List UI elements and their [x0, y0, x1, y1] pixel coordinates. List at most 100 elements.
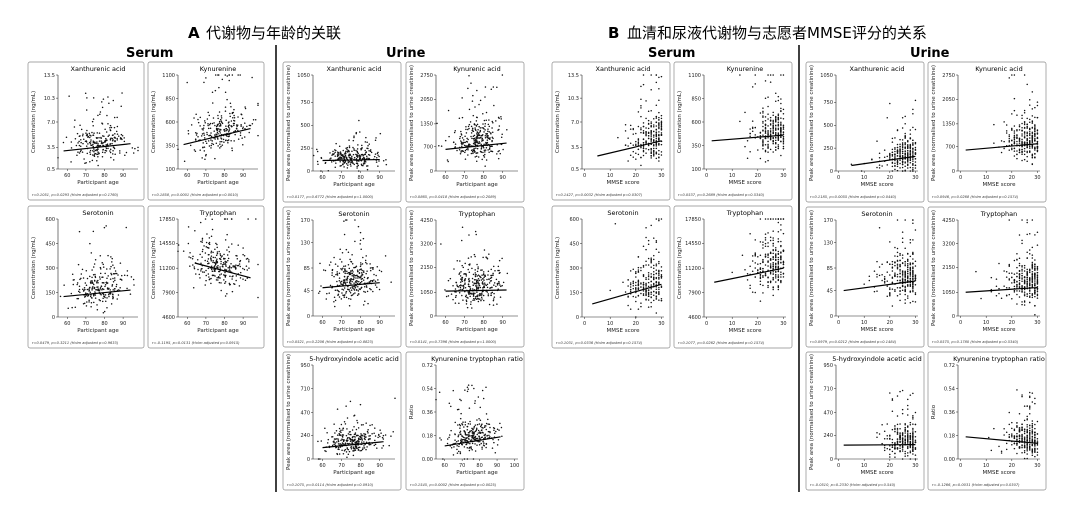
data-point — [647, 272, 650, 274]
data-point — [341, 288, 343, 290]
data-point — [497, 269, 499, 272]
x-axis-label: MMSE score — [729, 180, 763, 186]
data-point — [780, 121, 782, 123]
data-point — [653, 140, 655, 142]
y-tick-label: 1100 — [688, 73, 701, 79]
data-point — [353, 282, 355, 284]
data-point — [57, 156, 59, 159]
data-point — [363, 271, 365, 273]
data-point — [334, 289, 337, 292]
data-point — [876, 166, 878, 169]
data-point — [650, 262, 652, 264]
data-point — [354, 274, 356, 277]
data-point — [754, 239, 756, 241]
data-point — [476, 287, 478, 289]
data-point — [317, 440, 319, 443]
data-point — [345, 296, 348, 299]
data-point — [751, 255, 754, 257]
data-point — [83, 286, 86, 289]
data-point — [208, 114, 211, 117]
data-point — [899, 155, 901, 158]
x-tick-label: 20 — [755, 321, 761, 327]
data-point — [363, 447, 366, 449]
data-point — [473, 253, 476, 256]
data-point — [350, 156, 352, 159]
data-point — [904, 153, 906, 155]
data-point — [777, 138, 780, 140]
data-point — [369, 443, 372, 446]
data-point — [346, 148, 348, 151]
data-point — [479, 142, 481, 144]
data-point — [487, 430, 490, 433]
data-point — [650, 291, 652, 294]
data-point — [642, 145, 645, 148]
y-tick-label: 240 — [300, 433, 310, 439]
data-point — [486, 141, 489, 144]
data-point — [889, 274, 891, 276]
data-point — [240, 113, 243, 116]
data-point — [500, 118, 502, 120]
data-point — [359, 446, 361, 448]
data-point — [653, 254, 655, 257]
data-point — [471, 432, 473, 434]
data-point — [1026, 160, 1028, 162]
data-point — [126, 287, 128, 290]
data-point — [345, 157, 348, 160]
data-point — [187, 129, 190, 132]
data-point — [754, 262, 756, 264]
data-point — [493, 282, 496, 284]
data-point — [244, 107, 247, 110]
data-point — [105, 150, 108, 152]
data-point — [772, 111, 774, 114]
x-tick-label: 10 — [607, 321, 613, 327]
y-tick-label: 45 — [304, 288, 310, 294]
data-point — [490, 88, 493, 91]
data-point — [762, 115, 764, 117]
data-point — [366, 147, 368, 149]
data-point — [894, 153, 896, 156]
data-point — [341, 292, 343, 294]
data-point — [483, 279, 485, 281]
data-point — [352, 287, 354, 289]
data-point — [772, 119, 774, 122]
x-tick-label: 80 — [101, 321, 107, 327]
data-point — [762, 284, 764, 287]
data-point — [333, 153, 335, 155]
data-point — [220, 120, 222, 122]
data-point — [660, 286, 663, 289]
data-point — [214, 265, 216, 267]
data-point — [891, 148, 894, 151]
data-point — [775, 265, 777, 267]
data-point — [904, 278, 906, 281]
data-point — [460, 399, 462, 402]
stat-annotation: r=0.1545, p=0.0002 (Holm adjusted p=0.00… — [410, 483, 497, 487]
data-point — [354, 441, 356, 444]
data-point — [222, 261, 225, 264]
data-point — [99, 111, 102, 113]
data-point — [226, 218, 229, 220]
data-point — [477, 267, 479, 270]
data-point — [777, 238, 780, 240]
data-point — [878, 164, 881, 166]
x-tick-label: 20 — [755, 173, 761, 179]
data-point — [883, 149, 886, 151]
data-point — [92, 143, 94, 146]
data-point — [470, 152, 473, 155]
data-point — [481, 448, 483, 450]
data-point — [340, 280, 343, 283]
data-point — [341, 261, 343, 263]
y-tick-label: 0.54 — [422, 386, 433, 392]
data-point — [899, 252, 901, 255]
data-point — [348, 290, 351, 292]
data-point — [483, 156, 486, 158]
data-point — [82, 277, 85, 279]
data-point — [76, 282, 79, 284]
data-point — [896, 279, 899, 282]
x-tick-label: 60 — [442, 175, 448, 181]
data-point — [201, 241, 203, 243]
data-point — [653, 155, 655, 157]
data-point — [640, 107, 642, 109]
data-point — [482, 127, 485, 129]
data-point — [241, 127, 244, 130]
